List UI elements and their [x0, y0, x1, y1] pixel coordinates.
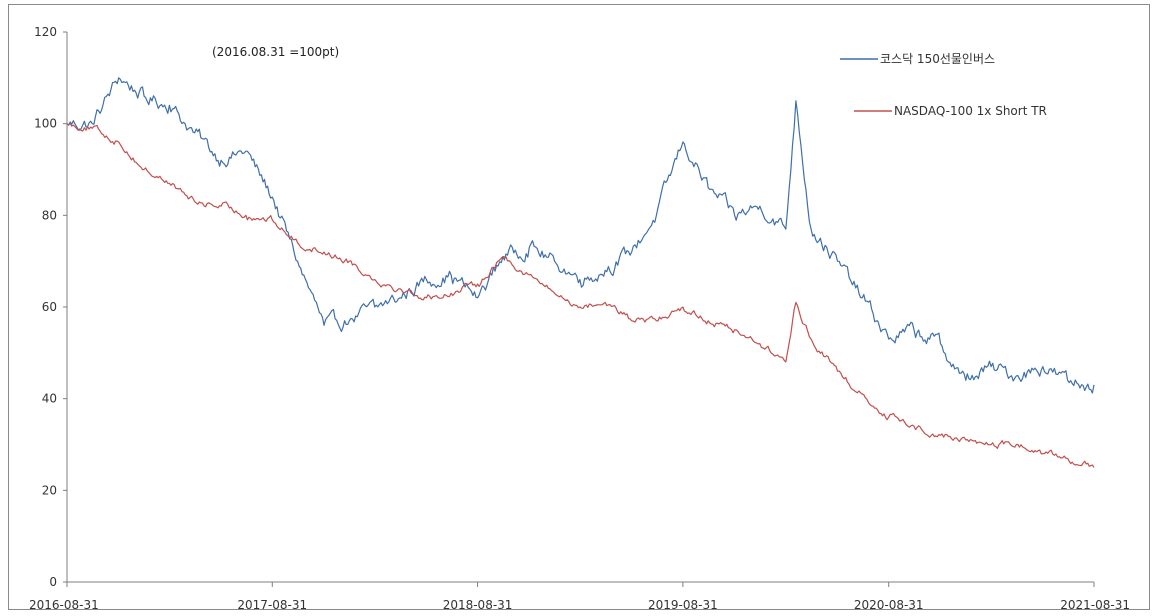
x-tick-label: 2021-08-31 — [1060, 598, 1130, 611]
y-tick-label: 40 — [42, 392, 57, 406]
axes — [63, 31, 1095, 587]
x-tick-label: 2017-08-31 — [237, 598, 307, 611]
x-tick-label: 2016-08-31 — [29, 598, 99, 611]
y-tick-label: 80 — [42, 208, 57, 222]
series-lines — [66, 77, 1095, 468]
series-line-kosdaq-inverse — [66, 77, 1095, 394]
line-chart: 0 20 40 60 80 100 120 2016-08-31 2017-08-31 2018… — [29, 25, 1130, 611]
legend-label-nasdaq: NASDAQ-100 1x Short TR — [894, 104, 1047, 118]
y-tick-label: 0 — [49, 575, 57, 589]
x-tick-label: 2019-08-31 — [648, 598, 718, 611]
base-note: (2016.08.31 =100pt) — [212, 45, 339, 59]
series-line-nasdaq-short — [66, 122, 1095, 468]
y-tick-label: 100 — [34, 117, 57, 131]
y-tick-label: 120 — [34, 25, 57, 39]
x-tick-label: 2018-08-31 — [443, 598, 513, 611]
legend: 코스닥 150선물인버스 NASDAQ-100 1x Short TR — [840, 52, 1047, 118]
x-tick-label: 2020-08-31 — [854, 598, 924, 611]
chart-frame: 0 20 40 60 80 100 120 2016-08-31 2017-08-31 2018… — [8, 4, 1150, 611]
legend-label-kosdaq: 코스닥 150선물인버스 — [880, 52, 995, 66]
y-tick-labels: 0 20 40 60 80 100 120 — [34, 25, 57, 589]
x-tick-labels: 2016-08-31 2017-08-31 2018-08-31 2019-08-31… — [29, 598, 1130, 611]
y-tick-label: 60 — [42, 300, 57, 314]
y-tick-label: 20 — [42, 483, 57, 497]
